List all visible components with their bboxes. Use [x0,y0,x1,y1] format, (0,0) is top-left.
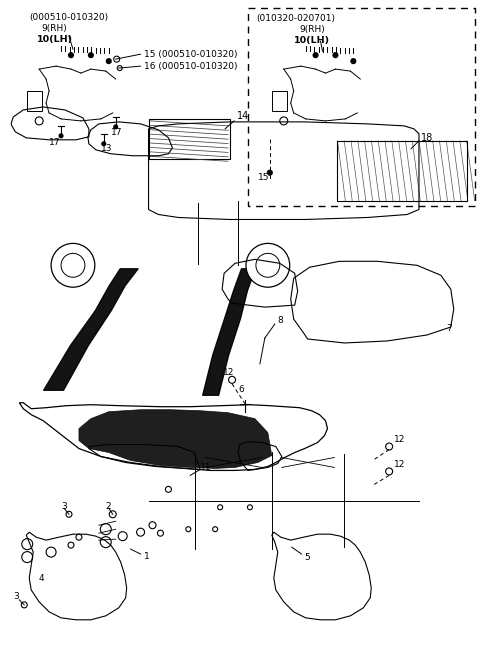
Text: 13: 13 [101,144,112,153]
Circle shape [114,125,118,129]
Text: (010320-020701): (010320-020701) [256,14,335,23]
Text: 12: 12 [394,460,406,469]
Text: 10(LH): 10(LH) [37,35,73,44]
Circle shape [59,134,63,138]
Text: 9(RH): 9(RH) [41,23,67,33]
Text: 2: 2 [106,502,111,511]
Circle shape [267,170,272,175]
Text: 1: 1 [144,552,149,560]
Text: 10(LH): 10(LH) [294,36,330,45]
Circle shape [69,53,73,58]
Circle shape [351,58,356,64]
Circle shape [88,53,93,58]
Bar [148,119,230,159]
Circle shape [51,244,95,287]
Text: 9(RH): 9(RH) [300,25,325,34]
Text: 15: 15 [258,173,269,182]
Bar [272,91,287,111]
Text: 4: 4 [38,574,44,584]
Text: 12: 12 [223,368,234,377]
Text: 3: 3 [13,592,19,601]
Circle shape [313,53,318,58]
Text: 17: 17 [49,138,60,148]
Text: 16 (000510-010320): 16 (000510-010320) [144,62,237,70]
Text: 18: 18 [421,133,433,143]
Text: 5: 5 [305,553,311,562]
Bar [337,141,467,201]
Text: 7: 7 [446,323,452,333]
Text: 6: 6 [238,385,244,395]
Text: (000510-010320): (000510-010320) [29,13,108,22]
Text: 3: 3 [61,502,67,511]
Text: 15 (000510-010320): 15 (000510-010320) [144,50,237,58]
Text: 11: 11 [200,463,212,472]
Circle shape [106,58,111,64]
Text: 8: 8 [278,315,284,325]
Polygon shape [79,410,272,468]
Text: 14: 14 [237,111,249,121]
Circle shape [333,53,338,58]
Circle shape [102,142,106,146]
Text: 12: 12 [394,435,406,444]
Bar [27,91,42,111]
Text: 17: 17 [111,128,122,138]
Circle shape [246,244,290,287]
